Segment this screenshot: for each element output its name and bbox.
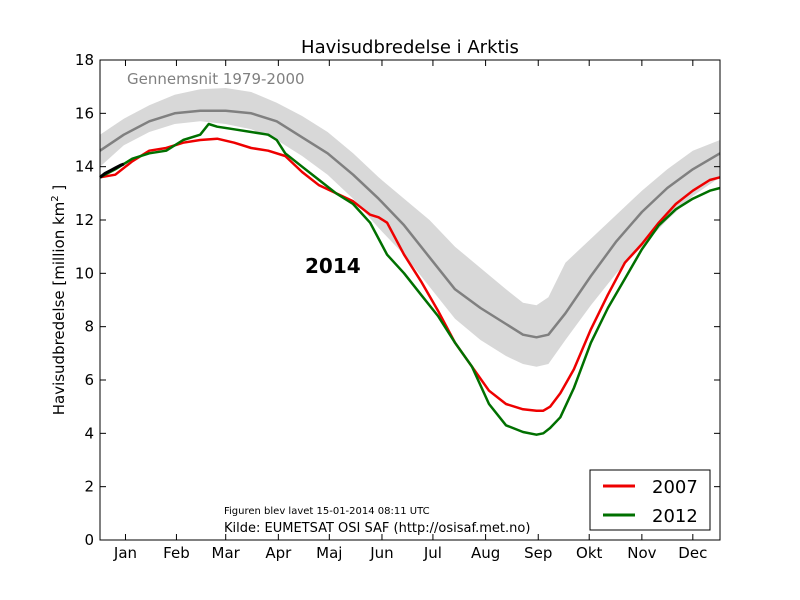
x-tick-label-sep: Sep <box>524 544 552 562</box>
legend-label-2012: 2012 <box>652 506 698 527</box>
y-tick-label: 16 <box>75 104 94 122</box>
y-tick-label: 8 <box>84 318 94 336</box>
x-tick-label-apr: Apr <box>265 544 292 562</box>
legend-box <box>589 469 711 531</box>
y-tick-label: 4 <box>84 424 94 442</box>
x-tick-label-jan: Jan <box>113 544 137 562</box>
source-note: Kilde: EUMETSAT OSI SAF (http://osisaf.m… <box>224 521 530 536</box>
y-tick-label: 12 <box>75 211 94 229</box>
y-axis-label: Havisudbredelse [million km2 ] <box>50 185 68 416</box>
average-label: Gennemsnit 1979-2000 <box>127 70 305 88</box>
y-tick-label: 0 <box>84 531 94 549</box>
y-tick-label: 14 <box>75 158 94 176</box>
y-tick-label: 2 <box>84 478 94 496</box>
series-line-2012 <box>99 122 721 436</box>
series-layer <box>99 109 721 436</box>
y-tick-label: 10 <box>75 264 94 282</box>
x-tick-label-maj: Maj <box>316 544 342 562</box>
x-tick-label-aug: Aug <box>471 544 500 562</box>
x-tick-label-dec: Dec <box>678 544 707 562</box>
x-tick-label-okt: Okt <box>576 544 602 562</box>
x-tick-label-jun: Jun <box>369 544 393 562</box>
current-year-label: 2014 <box>305 254 361 278</box>
plot-area: 0 2 4 6 8 10 12 14 16 18 Jan Feb Mar Apr Maj Jun Jul Aug S… <box>75 51 721 562</box>
series-line-2007 <box>99 137 721 412</box>
average-range-band <box>100 88 720 367</box>
y-tick-label: 6 <box>84 371 94 389</box>
x-tick-label-feb: Feb <box>163 544 190 562</box>
x-tick-label-nov: Nov <box>627 544 656 562</box>
created-note: Figuren blev lavet 15-01-2014 08:11 UTC <box>224 506 430 517</box>
ticks-layer: 0 2 4 6 8 10 12 14 16 18 Jan Feb Mar Apr Maj Jun Jul Aug S… <box>75 51 720 562</box>
legend: 2007 2012 <box>589 469 711 531</box>
x-tick-label-jul: Jul <box>423 544 442 562</box>
series-line-2014 <box>99 162 125 179</box>
series-line-gennemsnit-1979-2000 <box>99 109 721 339</box>
y-tick-label: 18 <box>75 51 94 69</box>
chart-title: Havisudbredelse i Arktis <box>301 37 519 58</box>
plot-frame <box>99 59 721 541</box>
x-tick-label-mar: Mar <box>212 544 241 562</box>
legend-label-2007: 2007 <box>652 477 698 498</box>
